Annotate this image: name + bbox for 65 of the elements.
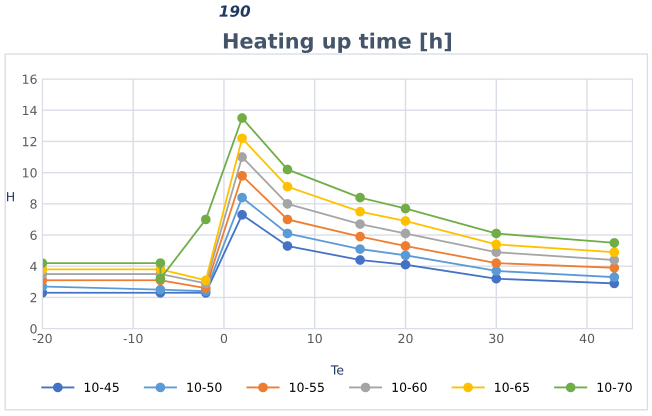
legend-label: 10-70 (598, 382, 632, 392)
y-tick-label: 10 (22, 168, 37, 178)
point (282, 182, 292, 192)
point (156, 284, 166, 294)
legend-label: 10-60 (392, 382, 427, 392)
x-tick-label: -20 (32, 334, 52, 344)
point (156, 258, 166, 268)
point (400, 250, 410, 260)
point (400, 241, 410, 251)
y-tick-label: 14 (22, 106, 37, 115)
point (609, 238, 620, 248)
point (282, 164, 292, 174)
x-tick-label: 30 (489, 334, 504, 344)
y-tick-label: 4 (30, 262, 37, 271)
legend-label: 10-65 (495, 382, 529, 392)
point (355, 219, 365, 229)
point (609, 255, 620, 265)
x-axis-title: Te (330, 365, 344, 375)
y-tick-label: 12 (22, 136, 36, 146)
point (491, 240, 502, 250)
x-tick-label: 10 (308, 334, 322, 344)
point (355, 244, 365, 254)
point (200, 214, 211, 224)
legend-label: 10-55 (290, 382, 324, 392)
y-tick-label: 6 (30, 230, 37, 240)
chart-title: Heating up time [h] (224, 32, 452, 53)
x-tick-label: 20 (398, 334, 413, 344)
point (491, 258, 502, 268)
y-tick-label: 8 (30, 199, 37, 209)
point (282, 214, 292, 224)
y-axis-title: H (7, 192, 14, 202)
text: 190 (219, 5, 250, 17)
point (491, 266, 502, 276)
point (355, 192, 365, 202)
point (491, 274, 502, 284)
point (237, 152, 247, 162)
point (400, 216, 410, 226)
point (355, 255, 365, 265)
point (609, 262, 620, 273)
point (237, 210, 247, 220)
point (491, 228, 502, 238)
point (400, 228, 410, 238)
point (282, 228, 292, 238)
point (282, 241, 292, 251)
point (355, 206, 365, 216)
point (237, 192, 247, 202)
point (237, 113, 247, 123)
point (237, 133, 247, 144)
point (400, 260, 410, 270)
point (200, 275, 211, 286)
x-tick-label: 0 (220, 334, 228, 344)
point (282, 198, 292, 209)
x-tick-label: 40 (580, 334, 594, 344)
point (400, 204, 410, 214)
legend-label: 10-45 (84, 382, 119, 392)
legend-label: 10-50 (187, 382, 222, 392)
point (491, 247, 502, 258)
point (355, 232, 365, 242)
y-tick-label: 2 (30, 292, 36, 302)
point (237, 170, 247, 181)
x-tick-label: -10 (124, 334, 143, 344)
point (609, 272, 620, 282)
point (609, 247, 620, 258)
y-tick-label: 16 (22, 74, 37, 84)
y-tick-label: 0 (30, 324, 37, 334)
